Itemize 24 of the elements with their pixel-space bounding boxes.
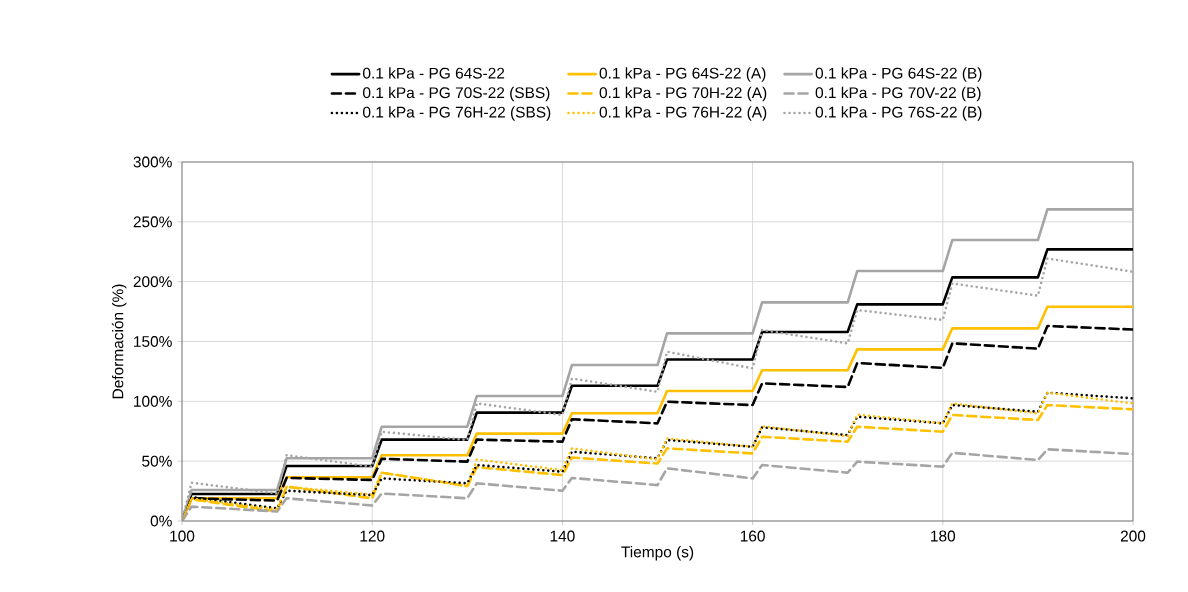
y-tick-label: 50% <box>142 455 172 467</box>
y-tick-label: 300% <box>133 156 172 168</box>
x-tick-label: 160 <box>740 530 765 542</box>
legend-label: 0.1 kPa - PG 64S-22 (A) <box>599 67 766 82</box>
legend-label: 0.1 kPa - PG 70H-22 (A) <box>599 86 767 102</box>
legend-label: 0.1 kPa - PG 76H-22 (SBS) <box>363 106 551 121</box>
x-tick-label: 180 <box>931 530 956 542</box>
y-axis-title: Deformación (%) <box>111 284 127 399</box>
x-tick-label: 140 <box>550 530 575 542</box>
y-tick-label: 250% <box>133 216 172 228</box>
legend-label: 0.1 kPa - PG 76H-22 (A) <box>599 106 767 121</box>
x-tick-label: 200 <box>1120 530 1146 542</box>
x-tick-label: 100 <box>170 530 195 542</box>
y-tick-label: 150% <box>134 336 172 347</box>
x-tick-label: 120 <box>360 530 385 542</box>
legend-label: 0.1 kPa - PG 64S-22 <box>363 67 505 79</box>
legend-label: 0.1 kPa - PG 70V-22 (B) <box>815 86 981 102</box>
y-tick-label: 100% <box>134 395 172 407</box>
legend-label: 0.1 kPa - PG 64S-22 (B) <box>815 67 982 82</box>
legend-label: 0.1 kPa - PG 70S-22 (SBS) <box>363 86 550 102</box>
x-axis-title: Tiempo (s) <box>621 546 694 561</box>
y-tick-label: 200% <box>133 276 172 288</box>
y-tick-label: 0% <box>150 515 172 527</box>
legend-label: 0.1 kPa - PG 76S-22 (B) <box>815 106 982 121</box>
